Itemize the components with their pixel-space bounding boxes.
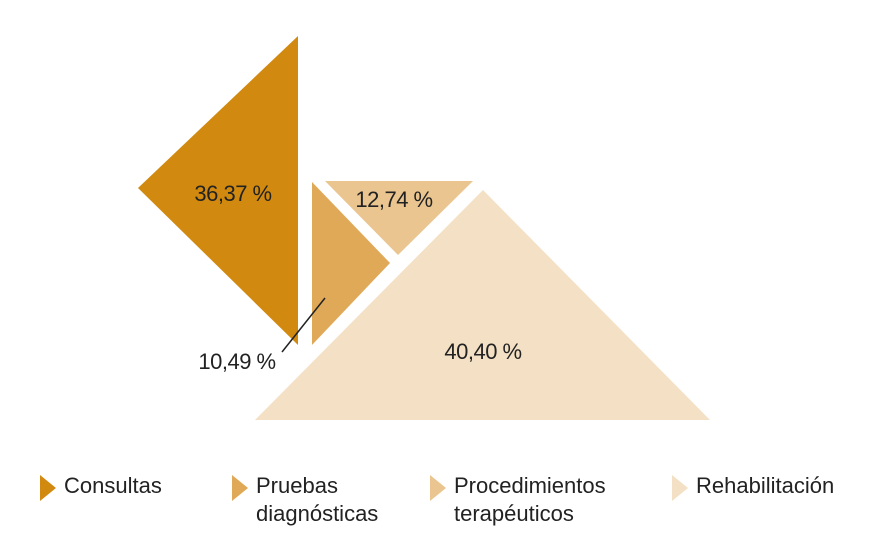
value-label: 40,40 %: [444, 339, 521, 364]
piece: [255, 190, 710, 420]
value-label: 10,49 %: [198, 349, 275, 374]
legend-swatch: [232, 475, 248, 501]
legend-item: Procedimientos terapéuticos: [430, 472, 640, 528]
value-label: 12,74 %: [355, 187, 432, 212]
legend-label: Procedimientos terapéuticos: [454, 473, 606, 526]
legend-label: Pruebas diagnósticas: [256, 473, 379, 526]
legend-label: Consultas: [64, 473, 162, 498]
legend-swatch: [672, 475, 688, 501]
legend-item: Rehabilitación: [672, 472, 872, 501]
piece: [138, 36, 298, 345]
value-label: 36,37 %: [194, 181, 271, 206]
legend-marker: [672, 475, 688, 501]
legend-swatch: [40, 475, 56, 501]
legend-marker: [40, 475, 56, 501]
chart: 36,37 % 10,49 % 12,74 % 40,40 %: [138, 36, 710, 420]
legend-marker: [232, 475, 248, 501]
legend-item: Pruebas diagnósticas: [232, 472, 392, 528]
piece: [312, 182, 390, 345]
piece: [325, 181, 473, 255]
legend-marker: [430, 475, 446, 501]
leader-line: [281, 297, 326, 353]
legend-label: Rehabilitación: [696, 473, 835, 498]
legend-swatch: [430, 475, 446, 501]
legend-item: Consultas: [40, 472, 190, 501]
